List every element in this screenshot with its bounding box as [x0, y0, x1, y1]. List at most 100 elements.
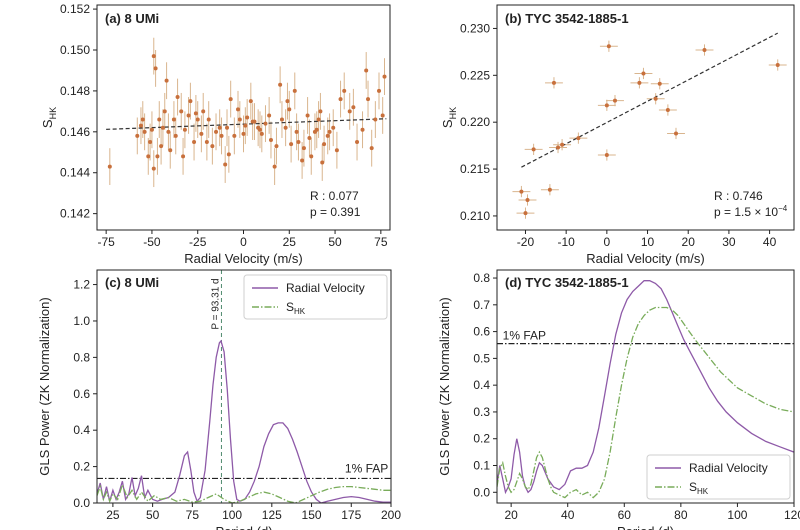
data-point [140, 117, 145, 122]
x-axis-label: Radial Velocity (m/s) [586, 251, 704, 266]
panel-c: 25 50 75 100 125 150 175 200 0.0 0.2 0.4 0.6 0.8 1.0 1… [37, 269, 401, 530]
y-tick-label: 0.225 [460, 68, 490, 82]
data-point [225, 125, 230, 130]
x-tick-label: 50 [146, 508, 160, 522]
p-value-exponent: −4 [778, 204, 788, 213]
data-point [606, 44, 611, 49]
data-point [155, 154, 160, 159]
data-point [241, 131, 246, 136]
data-point [637, 80, 642, 85]
x-tick-label: 30 [722, 235, 736, 249]
data-point [175, 95, 180, 100]
data-point [604, 153, 609, 157]
data-point [236, 107, 241, 112]
data-point [283, 125, 288, 130]
plot-frame [496, 4, 795, 231]
p-value-text: p = 0.391 [310, 205, 361, 219]
plot-area [497, 280, 794, 499]
data-point [206, 117, 211, 122]
y-tick-label: 0.4 [473, 378, 490, 392]
p-value-main: p = 0.391 [310, 205, 361, 219]
x-tick-label: 100 [222, 508, 242, 522]
x-tick-label: -25 [189, 235, 207, 249]
data-point [285, 99, 290, 104]
data-point [551, 80, 556, 85]
data-point [296, 140, 301, 145]
x-axis-label: Period (d) [617, 524, 674, 530]
y-tick-label: 0.5 [473, 351, 490, 365]
x-tick-label: 50 [328, 235, 342, 249]
x-tick-label: 200 [381, 508, 401, 522]
data-point [272, 164, 277, 169]
data-point [279, 117, 284, 122]
x-tick-label: 40 [561, 508, 575, 522]
shk-line [497, 306, 794, 499]
data-point [307, 135, 312, 140]
data-point [366, 97, 371, 102]
data-point [338, 97, 343, 102]
legend-label-shk-sub: HK [294, 307, 306, 316]
x-tick-label: 175 [341, 508, 361, 522]
data-point [162, 109, 167, 114]
data-point [612, 98, 617, 103]
data-point [556, 145, 561, 150]
p-value-text: p = 1.5 × 10−4 [714, 204, 788, 219]
y-tick-label: 0.8 [73, 350, 90, 364]
y-tick-label: 0.7 [473, 298, 490, 312]
data-point [146, 154, 151, 159]
panel-b: -20 -10 0 10 20 30 40 0.210 0.215 0.220 0.225 0.230… [440, 4, 795, 266]
data-point [665, 108, 670, 112]
data-point [300, 158, 305, 163]
y-axis-label-sub: HK [448, 107, 458, 120]
x-tick-label: 40 [763, 235, 777, 249]
panel-a: -75 -50 -25 0 25 50 75 0.142 0.144 0.146 0.148 0.15… [40, 2, 391, 266]
data-point [325, 133, 330, 138]
x-tick-label: 80 [674, 508, 688, 522]
data-point [641, 71, 646, 76]
y-axis-label: GLS Power (ZK Normalization) [437, 297, 452, 475]
y-tick-label: 0.8 [473, 271, 490, 285]
y-tick-label: 0.148 [60, 84, 90, 98]
data-point [193, 111, 198, 116]
data-point [248, 99, 253, 104]
data-point [166, 129, 171, 134]
x-tick-label: 60 [618, 508, 632, 522]
legend-box [243, 274, 388, 320]
y-tick-label: 0.215 [460, 162, 490, 176]
plot-area [106, 37, 387, 188]
data-point [179, 109, 184, 114]
y-axis-label-main: S [440, 119, 455, 128]
x-tick-label: 25 [283, 235, 297, 249]
data-point [151, 54, 156, 59]
y-tick-label: 0.150 [60, 43, 90, 57]
x-axis-label: Radial Velocity (m/s) [184, 251, 302, 266]
data-point [289, 142, 294, 147]
y-tick-label: 1.2 [73, 278, 90, 292]
y-tick-label: 0.144 [60, 166, 90, 180]
x-tick-label: 150 [302, 508, 322, 522]
x-tick-label: -10 [557, 235, 575, 249]
panel-title: (a) 8 UMi [105, 11, 159, 26]
data-point [702, 48, 707, 52]
plot-frame [496, 269, 795, 504]
data-point [331, 125, 336, 130]
data-point [259, 131, 264, 136]
data-point [223, 162, 228, 167]
legend-label-shk: SHK [689, 480, 709, 496]
data-point [674, 131, 679, 136]
data-point [232, 133, 237, 138]
x-tick-label: 75 [186, 508, 200, 522]
data-point [576, 136, 581, 141]
x-tick-label: 0 [240, 235, 247, 249]
data-point [219, 133, 224, 138]
plot-area [97, 270, 391, 503]
data-point [164, 78, 169, 83]
data-point [657, 81, 662, 86]
data-point [314, 127, 319, 132]
data-point [160, 125, 165, 130]
data-point [142, 129, 147, 134]
data-point [217, 125, 222, 130]
fit-line [521, 32, 779, 168]
x-tick-label: 75 [374, 235, 388, 249]
